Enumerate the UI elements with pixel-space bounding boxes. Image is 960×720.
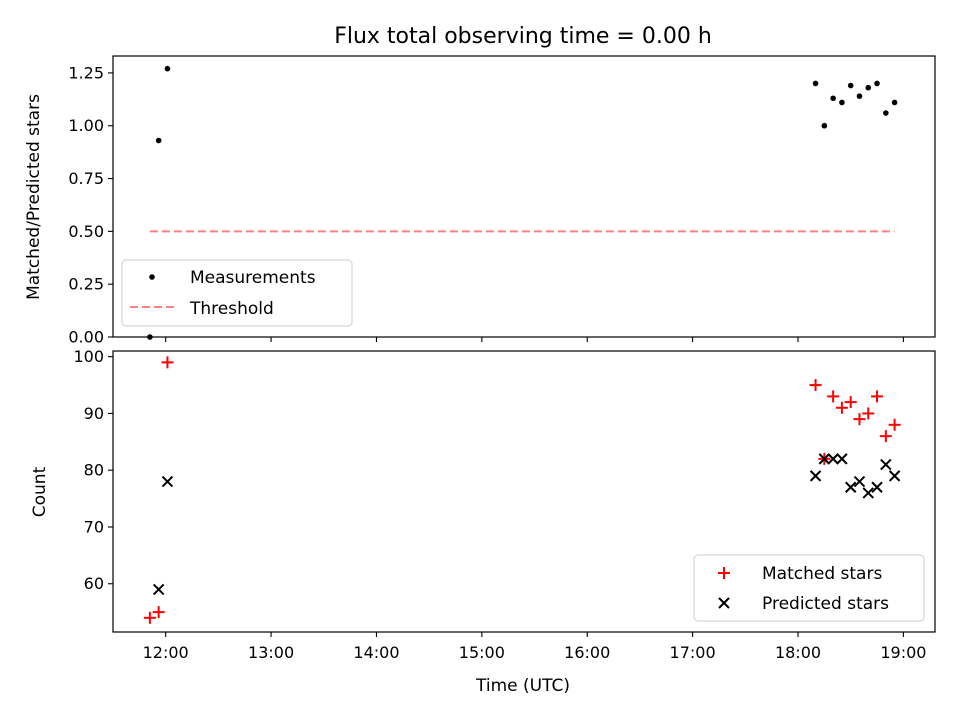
bottom-x-tick-label: 15:00	[459, 643, 505, 662]
legend-label-measurements: Measurements	[190, 268, 316, 288]
measurement-point	[812, 80, 819, 87]
bottom-legend-frame	[693, 554, 925, 622]
top-x-ticks	[165, 337, 904, 342]
bottom-y-axis-label: Count	[30, 466, 50, 517]
top-y-tick-label: 1.25	[68, 63, 104, 82]
bottom-y-tick-label: 100	[73, 347, 104, 366]
matched-star-point	[853, 413, 866, 426]
predicted-star-point	[161, 475, 174, 488]
predicted-star-point	[871, 481, 883, 493]
top-y-tick-label: 0.50	[68, 222, 104, 241]
legend-marker-measurements	[149, 274, 155, 280]
legend-label-matched: Matched stars	[762, 564, 882, 584]
predicted-star-point	[853, 475, 866, 488]
bottom-x-tick-label: 17:00	[670, 643, 716, 662]
bottom-x-tick-label: 16:00	[564, 643, 610, 662]
bottom-x-tick-label: 13:00	[248, 643, 294, 662]
measurement-point	[874, 80, 880, 87]
top-legend-frame	[121, 259, 353, 327]
predicted-star-point	[836, 453, 848, 465]
legend-marker-predicted	[718, 597, 730, 609]
bottom-y-tick-label: 70	[84, 517, 104, 536]
top-y-tick-label: 1.00	[68, 116, 104, 135]
bottom-y-ticks: 60 70 80 90 100	[73, 347, 113, 593]
measurement-point	[883, 110, 889, 116]
measurement-point	[865, 84, 872, 91]
bottom-x-ticks: 12:00 13:00 14:00 15:00 16:00 17:00 18:00 19:00	[143, 632, 926, 662]
top-panel: 0.00 0.25 0.50 0.75 1.00 1.25 Matched/Predict…	[24, 55, 936, 347]
matched-star-point	[844, 396, 857, 409]
bottom-y-tick-label: 60	[84, 574, 104, 593]
predicted-star-point	[809, 470, 822, 482]
predicted-star-point	[827, 453, 839, 465]
top-legend: Measurements Threshold	[121, 259, 353, 327]
measurement-point	[891, 99, 898, 106]
measurement-point	[856, 93, 863, 99]
matched-star-point	[888, 418, 901, 431]
bottom-x-tick-label: 18:00	[775, 643, 821, 662]
measurement-point	[155, 137, 162, 144]
predicted-star-point	[880, 458, 892, 471]
matched-stars-layer	[143, 356, 901, 624]
measurement-point	[847, 82, 854, 89]
matched-star-point	[161, 356, 174, 369]
x-axis-label: Time (UTC)	[475, 676, 570, 696]
measurements-layer	[147, 65, 898, 340]
top-y-tick-label: 0.25	[68, 275, 104, 294]
bottom-x-tick-label: 14:00	[353, 643, 399, 662]
matched-star-point	[152, 606, 165, 619]
matched-star-point	[835, 401, 848, 414]
bottom-x-tick-label: 12:00	[143, 643, 189, 662]
top-y-tick-label: 0.00	[68, 328, 104, 347]
legend-marker-matched	[718, 567, 730, 579]
predicted-star-point	[888, 470, 901, 482]
matched-star-point	[879, 430, 892, 443]
predicted-star-point	[152, 583, 165, 596]
bottom-y-tick-label: 80	[84, 461, 104, 480]
predicted-star-point	[862, 487, 874, 499]
top-y-tick-label: 0.75	[68, 169, 104, 188]
chart-title: Flux total observing time = 0.00 h	[334, 24, 712, 49]
bottom-panel: 60 70 80 90 100 12:00 13:00 14:00 15:00 16:00 17:…	[30, 347, 936, 696]
legend-label-predicted: Predicted stars	[762, 594, 889, 614]
bottom-x-tick-label: 19:00	[880, 643, 926, 662]
top-y-axis-label: Matched/Predicted stars	[24, 94, 44, 300]
top-plot-frame	[112, 55, 936, 338]
bottom-plot-frame	[112, 350, 936, 633]
predicted-star-point	[844, 481, 857, 493]
legend-label-threshold: Threshold	[189, 299, 274, 319]
measurement-point	[830, 95, 836, 102]
matched-star-point	[143, 611, 156, 624]
matched-star-point	[827, 390, 840, 403]
measurement-point	[839, 99, 845, 106]
predicted-star-point	[818, 453, 831, 465]
measurement-point	[821, 122, 828, 129]
predicted-stars-layer	[152, 453, 901, 596]
measurement-point	[164, 65, 171, 72]
top-y-ticks: 0.00 0.25 0.50 0.75 1.00 1.25	[68, 63, 113, 347]
bottom-legend: Matched stars Predicted stars	[693, 554, 925, 622]
matched-star-point	[871, 390, 884, 403]
matched-star-point	[809, 379, 822, 392]
matched-star-point	[862, 407, 875, 420]
bottom-y-tick-label: 90	[84, 404, 104, 423]
